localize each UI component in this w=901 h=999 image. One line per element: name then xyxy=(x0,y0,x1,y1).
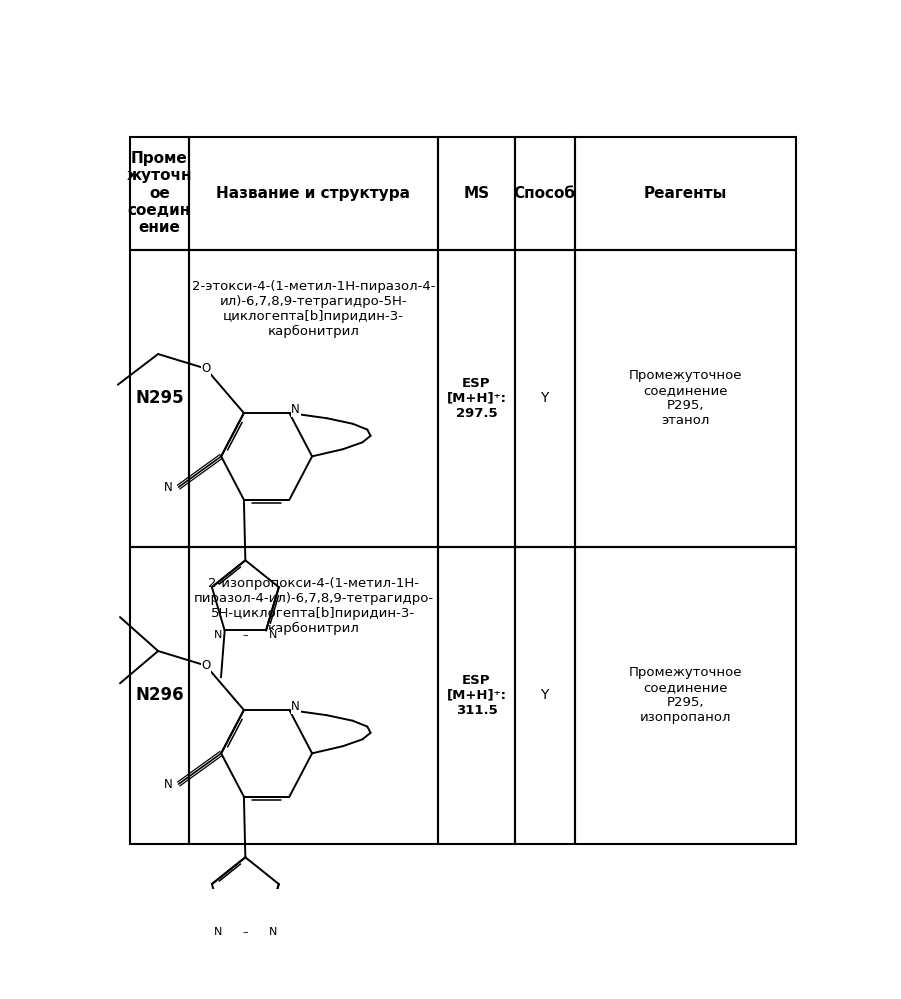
Bar xyxy=(514,250,575,546)
Bar xyxy=(438,546,514,843)
Text: Проме
жуточн
ое
соедин
ение: Проме жуточн ое соедин ение xyxy=(127,151,192,236)
Bar xyxy=(130,546,188,843)
Text: O: O xyxy=(201,362,211,375)
Bar xyxy=(130,137,188,250)
Text: N: N xyxy=(164,481,173,494)
Bar xyxy=(188,546,438,843)
Text: N: N xyxy=(291,700,300,713)
Text: Промежуточное
соединение
Р295,
этанол: Промежуточное соединение Р295, этанол xyxy=(628,369,742,427)
Text: –: – xyxy=(242,630,248,640)
Text: Способ: Способ xyxy=(514,186,576,201)
Text: N: N xyxy=(268,927,278,937)
Bar xyxy=(575,137,796,250)
Bar xyxy=(130,250,188,546)
Text: ESP
[M+H]⁺:
297.5: ESP [M+H]⁺: 297.5 xyxy=(447,377,506,420)
Bar xyxy=(438,137,514,250)
Bar xyxy=(188,250,438,546)
Text: Y: Y xyxy=(541,688,549,702)
Text: N: N xyxy=(268,630,278,640)
Text: ESP
[M+H]⁺:
311.5: ESP [M+H]⁺: 311.5 xyxy=(447,673,506,716)
Text: –: – xyxy=(242,927,248,937)
Bar xyxy=(575,546,796,843)
Bar xyxy=(188,137,438,250)
Text: Название и структура: Название и структура xyxy=(216,186,411,201)
Bar xyxy=(514,546,575,843)
Text: N: N xyxy=(214,630,222,640)
Text: N296: N296 xyxy=(135,686,184,704)
Text: N: N xyxy=(291,404,300,417)
Bar xyxy=(514,137,575,250)
Bar xyxy=(575,250,796,546)
Text: N: N xyxy=(164,777,173,790)
Bar xyxy=(438,250,514,546)
Text: Y: Y xyxy=(541,391,549,405)
Text: MS: MS xyxy=(463,186,489,201)
Text: N: N xyxy=(214,927,222,937)
Text: 2-этокси-4-(1-метил-1Н-пиразол-4-
ил)-6,7,8,9-тетрагидро-5Н-
циклогепта[b]пириди: 2-этокси-4-(1-метил-1Н-пиразол-4- ил)-6,… xyxy=(192,280,435,338)
Text: 2-изопропокси-4-(1-метил-1Н-
пиразол-4-ил)-6,7,8,9-тетрагидро-
5Н-циклогепта[b]п: 2-изопропокси-4-(1-метил-1Н- пиразол-4-и… xyxy=(194,576,433,635)
Text: Реагенты: Реагенты xyxy=(643,186,727,201)
Text: O: O xyxy=(201,659,211,672)
Text: N295: N295 xyxy=(135,389,184,407)
Text: Промежуточное
соединение
Р295,
изопропанол: Промежуточное соединение Р295, изопропан… xyxy=(628,666,742,724)
